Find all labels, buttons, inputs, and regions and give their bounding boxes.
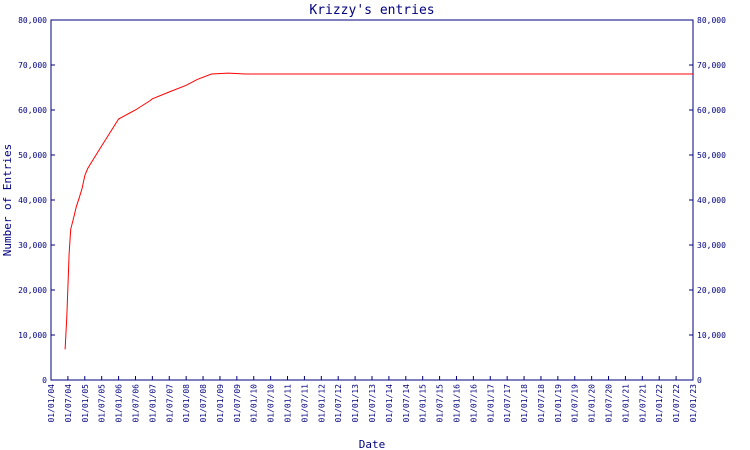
x-tick-label: 01/01/19 (554, 384, 563, 423)
y-tick-label-right: 20,000 (697, 286, 726, 295)
x-tick-label: 01/07/05 (98, 384, 107, 423)
x-tick-label: 01/07/06 (131, 384, 140, 423)
y-tick-label-right: 30,000 (697, 241, 726, 250)
y-tick-label-left: 30,000 (18, 241, 47, 250)
y-tick-label-right: 50,000 (697, 151, 726, 160)
x-tick-label: 01/07/20 (605, 384, 614, 423)
y-tick-label-left: 80,000 (18, 16, 47, 25)
y-tick-label-right: 70,000 (697, 61, 726, 70)
y-tick-label-left: 10,000 (18, 331, 47, 340)
x-tick-label: 01/01/22 (655, 384, 664, 423)
y-tick-label-right: 40,000 (697, 196, 726, 205)
series-line (64, 72, 693, 350)
x-tick-label: 01/07/21 (638, 384, 647, 423)
x-tick-label: 01/01/16 (452, 384, 461, 423)
y-tick-label-right: 10,000 (697, 331, 726, 340)
x-tick-label: 01/01/04 (47, 384, 56, 423)
x-axis-label: Date (359, 438, 386, 450)
x-axis: 01/01/04 01/07/04 01/01/05 01/07/05 01/01/06… (47, 376, 698, 423)
y-tick-label-right: 60,000 (697, 106, 726, 115)
x-tick-label: 01/07/10 (267, 384, 276, 423)
chart-title: Krizzy's entries (309, 3, 434, 18)
x-tick-label: 01/01/11 (284, 384, 293, 423)
x-tick-label: 01/07/17 (503, 384, 512, 423)
y-axis-label: Number of Entries (1, 144, 14, 257)
x-tick-label: 01/01/17 (486, 384, 495, 423)
x-tick-label: 01/07/16 (469, 384, 478, 423)
x-tick-label: 01/01/10 (250, 384, 259, 423)
y-tick-label-right: 0 (697, 376, 702, 385)
x-tick-label: 01/07/13 (368, 384, 377, 423)
y-tick-label-left: 0 (42, 376, 47, 385)
x-tick-label: 01/07/08 (199, 384, 208, 423)
x-tick-label: 01/01/23 (689, 384, 698, 423)
y-tick-label-right: 80,000 (697, 16, 726, 25)
x-tick-label: 01/01/05 (81, 384, 90, 423)
x-tick-label: 01/01/21 (621, 384, 630, 423)
x-tick-label: 01/07/04 (64, 384, 73, 423)
x-tick-label: 01/01/20 (588, 384, 597, 423)
x-tick-label: 01/07/07 (165, 384, 174, 423)
y-tick-label-left: 60,000 (18, 106, 47, 115)
x-tick-label: 01/07/19 (571, 384, 580, 423)
x-tick-label: 01/01/12 (317, 384, 326, 423)
x-tick-label: 01/01/18 (520, 384, 529, 423)
x-tick-label: 01/07/15 (436, 384, 445, 423)
x-tick-label: 01/07/11 (300, 384, 309, 423)
x-tick-label: 01/07/09 (233, 384, 242, 423)
x-tick-label: 01/07/12 (334, 384, 343, 423)
x-tick-label: 01/01/14 (385, 384, 394, 423)
x-tick-label: 01/01/08 (182, 384, 191, 423)
y-tick-label-left: 20,000 (18, 286, 47, 295)
x-tick-label: 01/01/09 (216, 384, 225, 423)
x-tick-label: 01/01/15 (419, 384, 428, 423)
y-tick-label-left: 40,000 (18, 196, 47, 205)
y-tick-label-left: 70,000 (18, 61, 47, 70)
x-tick-label: 01/01/06 (115, 384, 124, 423)
x-tick-label: 01/07/22 (672, 384, 681, 423)
y-axis-left: 0 10,000 20,000 30,000 40,000 50,000 60,000 70,… (18, 16, 55, 385)
x-tick-label: 01/07/14 (402, 384, 411, 423)
x-tick-label: 01/07/18 (537, 384, 546, 423)
x-tick-label: 01/01/13 (351, 384, 360, 423)
x-tick-label: 01/01/07 (148, 384, 157, 423)
y-tick-label-left: 50,000 (18, 151, 47, 160)
y-axis-right: 0 10,000 20,000 30,000 40,000 50,000 60,000 70,… (689, 16, 726, 385)
